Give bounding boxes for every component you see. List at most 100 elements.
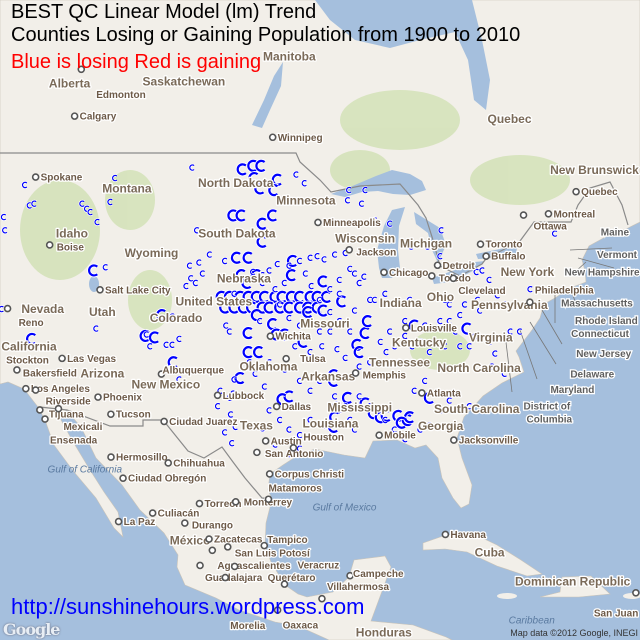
county-marker[interactable]: [321, 422, 327, 429]
county-marker[interactable]: [367, 296, 373, 304]
county-marker[interactable]: [296, 445, 303, 452]
county-marker[interactable]: [286, 314, 292, 322]
county-marker[interactable]: [169, 313, 175, 320]
county-marker[interactable]: [351, 426, 358, 433]
county-marker[interactable]: [286, 254, 297, 268]
county-marker[interactable]: [0, 213, 7, 221]
county-marker[interactable]: [359, 397, 370, 410]
county-marker[interactable]: [2, 227, 8, 234]
county-marker[interactable]: [446, 397, 452, 404]
county-marker[interactable]: [228, 301, 239, 314]
county-marker[interactable]: [227, 209, 238, 222]
county-marker[interactable]: [250, 268, 256, 276]
county-marker[interactable]: [183, 282, 189, 290]
county-marker[interactable]: [176, 376, 182, 383]
county-marker[interactable]: [236, 163, 247, 176]
county-marker[interactable]: [351, 270, 358, 277]
county-marker[interactable]: [188, 275, 194, 282]
county-marker[interactable]: [457, 311, 463, 319]
county-marker[interactable]: [256, 235, 267, 248]
county-marker[interactable]: [382, 416, 388, 424]
county-marker[interactable]: [231, 290, 237, 297]
county-marker[interactable]: [244, 393, 250, 400]
county-marker[interactable]: [387, 328, 393, 335]
county-marker[interactable]: [486, 276, 492, 284]
county-marker[interactable]: [442, 343, 448, 350]
county-marker[interactable]: [252, 370, 258, 377]
county-marker[interactable]: [294, 301, 304, 314]
county-marker[interactable]: [417, 426, 423, 433]
county-marker[interactable]: [268, 184, 279, 197]
county-marker[interactable]: [527, 286, 533, 293]
county-marker[interactable]: [169, 341, 175, 348]
county-marker[interactable]: [222, 429, 228, 436]
county-marker[interactable]: [382, 290, 388, 297]
county-marker[interactable]: [492, 350, 498, 357]
county-marker[interactable]: [351, 338, 362, 351]
county-marker[interactable]: [361, 273, 367, 280]
county-marker[interactable]: [371, 296, 377, 304]
county-marker[interactable]: [156, 309, 166, 322]
county-marker[interactable]: [402, 317, 408, 325]
county-marker[interactable]: [286, 450, 292, 458]
county-marker[interactable]: [422, 322, 428, 329]
county-marker[interactable]: [424, 243, 430, 250]
county-marker[interactable]: [219, 301, 230, 314]
county-marker[interactable]: [227, 411, 234, 418]
county-marker[interactable]: [391, 301, 397, 308]
county-marker[interactable]: [0, 305, 4, 313]
county-marker[interactable]: [396, 359, 402, 366]
county-marker[interactable]: [426, 348, 432, 356]
county-marker[interactable]: [307, 416, 313, 424]
county-marker[interactable]: [246, 359, 252, 366]
county-marker[interactable]: [272, 286, 278, 293]
county-marker[interactable]: [196, 259, 202, 266]
county-marker[interactable]: [446, 317, 452, 325]
county-marker[interactable]: [442, 296, 448, 304]
county-marker[interactable]: [472, 332, 478, 340]
county-marker[interactable]: [231, 376, 237, 383]
county-marker[interactable]: [336, 317, 342, 325]
county-marker[interactable]: [277, 301, 283, 308]
county-marker[interactable]: [437, 407, 443, 414]
county-marker[interactable]: [321, 256, 327, 263]
county-marker[interactable]: [423, 391, 434, 404]
county-marker[interactable]: [383, 348, 389, 356]
blog-url[interactable]: http://sunshinehours.wordpress.com: [11, 594, 365, 619]
county-marker[interactable]: [163, 341, 169, 348]
county-marker[interactable]: [336, 295, 347, 308]
county-marker[interactable]: [474, 296, 480, 304]
county-marker[interactable]: [286, 262, 292, 269]
county-marker[interactable]: [317, 275, 328, 288]
county-marker[interactable]: [377, 338, 383, 346]
county-marker[interactable]: [461, 301, 468, 308]
google-logo[interactable]: Google: [3, 620, 60, 639]
county-marker[interactable]: [79, 200, 85, 207]
county-marker[interactable]: [501, 301, 507, 308]
county-marker[interactable]: [307, 348, 313, 356]
county-marker[interactable]: [457, 407, 463, 414]
county-marker[interactable]: [367, 403, 373, 410]
county-marker[interactable]: [307, 387, 313, 394]
county-marker[interactable]: [259, 279, 265, 287]
county-marker[interactable]: [143, 331, 149, 338]
county-marker[interactable]: [319, 343, 325, 350]
county-marker[interactable]: [215, 403, 221, 410]
county-marker[interactable]: [261, 383, 267, 390]
county-marker[interactable]: [438, 227, 444, 234]
county-marker[interactable]: [406, 296, 413, 304]
county-marker[interactable]: [356, 363, 362, 370]
county-marker[interactable]: [266, 407, 272, 414]
county-marker[interactable]: [281, 366, 287, 373]
county-marker[interactable]: [351, 307, 358, 314]
county-marker[interactable]: [361, 315, 372, 328]
county-marker[interactable]: [488, 363, 494, 370]
county-marker[interactable]: [356, 279, 362, 287]
county-marker[interactable]: [250, 290, 261, 303]
county-marker[interactable]: [327, 286, 333, 293]
county-marker[interactable]: [314, 253, 320, 260]
county-marker[interactable]: [276, 393, 287, 406]
county-marker[interactable]: [494, 292, 500, 299]
county-marker[interactable]: [297, 335, 308, 348]
